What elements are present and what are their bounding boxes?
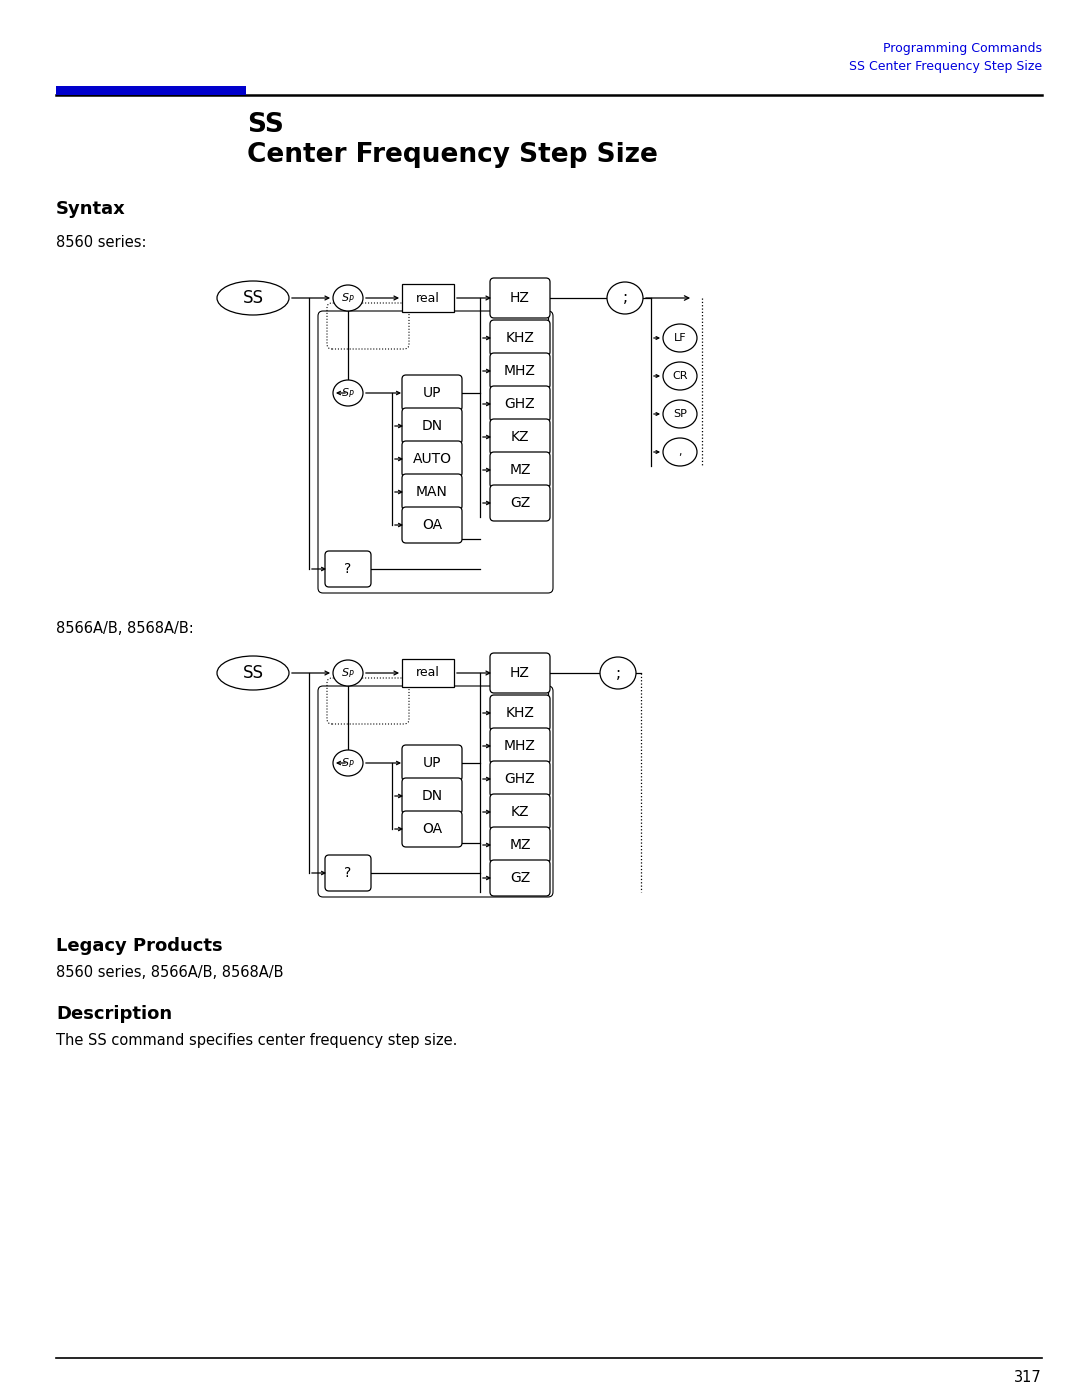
Text: LF: LF (674, 332, 686, 344)
FancyBboxPatch shape (402, 474, 462, 510)
FancyBboxPatch shape (490, 353, 550, 388)
Text: OA: OA (422, 821, 442, 835)
Ellipse shape (333, 750, 363, 775)
Bar (402, 659, 454, 687)
FancyBboxPatch shape (490, 419, 550, 455)
Text: DN: DN (421, 419, 443, 433)
Text: HZ: HZ (510, 291, 530, 305)
Text: ?: ? (345, 866, 352, 880)
Text: real: real (416, 292, 440, 305)
Text: Center Frequency Step Size: Center Frequency Step Size (247, 142, 658, 168)
Text: $S_P$: $S_P$ (341, 756, 355, 770)
Text: MHZ: MHZ (504, 365, 536, 379)
FancyBboxPatch shape (490, 694, 550, 731)
Text: Programming Commands: Programming Commands (883, 42, 1042, 54)
FancyBboxPatch shape (402, 778, 462, 814)
Text: ;: ; (622, 291, 627, 306)
Text: DN: DN (421, 789, 443, 803)
Text: GHZ: GHZ (504, 773, 536, 787)
FancyBboxPatch shape (402, 408, 462, 444)
Text: MHZ: MHZ (504, 739, 536, 753)
Text: SS: SS (243, 289, 264, 307)
Ellipse shape (600, 657, 636, 689)
Text: $S_P$: $S_P$ (341, 666, 355, 680)
Text: GHZ: GHZ (504, 397, 536, 411)
Text: AUTO: AUTO (413, 453, 451, 467)
Text: 8566A/B, 8568A/B:: 8566A/B, 8568A/B: (56, 622, 193, 636)
Text: ,: , (678, 447, 681, 457)
Bar (402, 284, 454, 312)
FancyBboxPatch shape (490, 761, 550, 798)
FancyBboxPatch shape (490, 861, 550, 895)
Text: Syntax: Syntax (56, 200, 125, 218)
Ellipse shape (663, 324, 697, 352)
Text: UP: UP (422, 756, 442, 770)
Text: MZ: MZ (510, 462, 530, 476)
Ellipse shape (663, 439, 697, 467)
FancyBboxPatch shape (402, 812, 462, 847)
Text: CR: CR (672, 372, 688, 381)
Text: The SS command specifies center frequency step size.: The SS command specifies center frequenc… (56, 1032, 457, 1048)
Text: UP: UP (422, 386, 442, 400)
Text: KHZ: KHZ (505, 705, 535, 719)
Text: KHZ: KHZ (505, 331, 535, 345)
FancyBboxPatch shape (325, 855, 372, 891)
Ellipse shape (333, 285, 363, 312)
FancyBboxPatch shape (402, 441, 462, 476)
FancyBboxPatch shape (402, 374, 462, 411)
FancyBboxPatch shape (490, 278, 550, 319)
Ellipse shape (663, 400, 697, 427)
Text: MZ: MZ (510, 838, 530, 852)
Text: 317: 317 (1014, 1370, 1042, 1384)
Text: SS Center Frequency Step Size: SS Center Frequency Step Size (849, 60, 1042, 73)
Text: $S_P$: $S_P$ (341, 386, 355, 400)
Text: GZ: GZ (510, 870, 530, 886)
Ellipse shape (333, 659, 363, 686)
FancyBboxPatch shape (402, 507, 462, 543)
Ellipse shape (607, 282, 643, 314)
Text: ?: ? (345, 562, 352, 576)
FancyBboxPatch shape (490, 827, 550, 863)
Text: real: real (416, 666, 440, 679)
Ellipse shape (217, 657, 289, 690)
FancyBboxPatch shape (402, 745, 462, 781)
Ellipse shape (663, 362, 697, 390)
Text: 8560 series, 8566A/B, 8568A/B: 8560 series, 8566A/B, 8568A/B (56, 965, 283, 981)
Ellipse shape (217, 281, 289, 314)
FancyBboxPatch shape (490, 793, 550, 830)
Text: 8560 series:: 8560 series: (56, 235, 147, 250)
Ellipse shape (333, 380, 363, 407)
FancyBboxPatch shape (490, 453, 550, 488)
FancyBboxPatch shape (490, 652, 550, 693)
Text: OA: OA (422, 518, 442, 532)
FancyBboxPatch shape (490, 485, 550, 521)
Text: $S_P$: $S_P$ (341, 291, 355, 305)
FancyBboxPatch shape (325, 550, 372, 587)
Text: SS: SS (243, 664, 264, 682)
Text: KZ: KZ (511, 805, 529, 819)
FancyBboxPatch shape (490, 320, 550, 356)
Text: SP: SP (673, 409, 687, 419)
FancyBboxPatch shape (490, 386, 550, 422)
Text: SS: SS (247, 112, 284, 138)
Bar (56, 87, 246, 95)
Text: ;: ; (616, 665, 621, 680)
Text: MAN: MAN (416, 485, 448, 499)
Text: Legacy Products: Legacy Products (56, 937, 222, 956)
Text: Description: Description (56, 1004, 172, 1023)
Text: KZ: KZ (511, 430, 529, 444)
Text: GZ: GZ (510, 496, 530, 510)
Text: HZ: HZ (510, 666, 530, 680)
FancyBboxPatch shape (490, 728, 550, 764)
